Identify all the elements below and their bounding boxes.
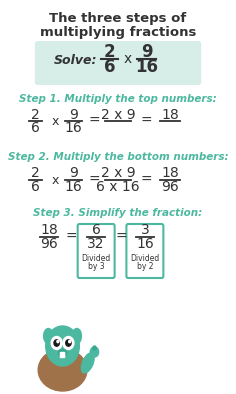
FancyBboxPatch shape (35, 41, 201, 85)
Text: Step 2. Multiply the bottom numbers:: Step 2. Multiply the bottom numbers: (8, 152, 228, 162)
Text: =: = (89, 114, 100, 128)
Text: =: = (65, 230, 77, 244)
Text: 18: 18 (161, 108, 179, 122)
Text: Step 1. Multiply the top numbers:: Step 1. Multiply the top numbers: (19, 94, 217, 104)
Circle shape (57, 340, 59, 343)
FancyBboxPatch shape (60, 353, 65, 357)
Text: by 3: by 3 (88, 262, 105, 271)
Text: =: = (141, 173, 152, 187)
Ellipse shape (38, 349, 87, 391)
Text: x: x (51, 173, 59, 186)
Text: Step 3. Simplify the fraction:: Step 3. Simplify the fraction: (33, 208, 203, 218)
Ellipse shape (58, 349, 67, 357)
Text: 32: 32 (87, 237, 105, 251)
Circle shape (46, 326, 79, 366)
Circle shape (63, 336, 74, 349)
Circle shape (69, 340, 71, 343)
Text: =: = (141, 114, 152, 128)
Text: 2 x 9: 2 x 9 (101, 166, 135, 180)
Text: 96: 96 (161, 180, 179, 194)
Ellipse shape (81, 353, 94, 373)
Text: by 2: by 2 (137, 262, 153, 271)
Text: 6: 6 (104, 58, 115, 76)
Text: 6: 6 (31, 180, 40, 194)
Text: =: = (89, 173, 100, 187)
Text: Solve:: Solve: (54, 54, 98, 67)
Text: 18: 18 (40, 223, 58, 237)
Text: 9: 9 (141, 43, 152, 61)
Text: 16: 16 (65, 121, 82, 135)
Text: 3: 3 (140, 223, 149, 237)
Ellipse shape (72, 329, 81, 344)
Text: 2: 2 (104, 43, 115, 61)
Text: 2 x 9: 2 x 9 (101, 108, 135, 122)
Circle shape (54, 340, 59, 346)
Text: 18: 18 (161, 166, 179, 180)
FancyBboxPatch shape (78, 224, 115, 278)
Text: 6: 6 (31, 121, 40, 135)
Ellipse shape (44, 329, 53, 344)
Text: x: x (51, 115, 59, 128)
Text: x: x (124, 52, 132, 66)
Text: 9: 9 (69, 166, 78, 180)
Text: 9: 9 (69, 108, 78, 122)
Text: Divided: Divided (130, 254, 160, 263)
Text: 16: 16 (135, 58, 158, 76)
Circle shape (90, 347, 99, 357)
Text: 6: 6 (92, 223, 101, 237)
Text: 16: 16 (65, 180, 82, 194)
Text: 2: 2 (31, 166, 40, 180)
Text: The three steps of: The three steps of (49, 12, 187, 25)
Circle shape (93, 346, 96, 350)
Text: multiplying fractions: multiplying fractions (40, 26, 196, 39)
Text: 16: 16 (136, 237, 154, 251)
Text: 2: 2 (31, 108, 40, 122)
Circle shape (51, 336, 62, 349)
FancyBboxPatch shape (126, 224, 163, 278)
Text: 96: 96 (40, 237, 58, 251)
Text: Divided: Divided (81, 254, 111, 263)
Circle shape (66, 340, 71, 346)
Text: 6 x 16: 6 x 16 (96, 180, 140, 194)
Text: =: = (116, 230, 127, 244)
